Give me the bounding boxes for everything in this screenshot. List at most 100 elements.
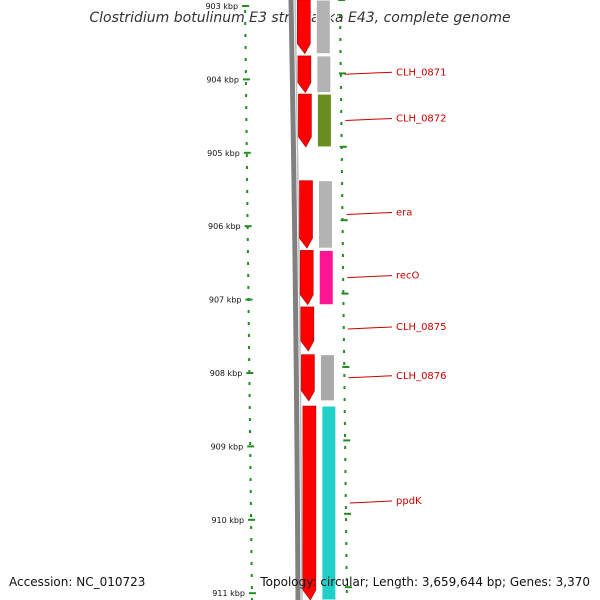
cog-block <box>319 354 335 402</box>
grid-dot <box>344 434 347 437</box>
grid-dot <box>244 22 247 25</box>
grid-dot <box>340 170 343 173</box>
grid-dot <box>247 334 250 337</box>
scale-tick <box>245 298 253 301</box>
gene-label-line <box>345 118 393 122</box>
gene-label-line <box>347 275 393 279</box>
grid-dot <box>248 358 251 361</box>
grid-dot <box>250 526 253 529</box>
gene-label-line <box>344 71 393 75</box>
grid-dot <box>249 442 252 445</box>
grid-dot <box>250 562 253 565</box>
grid-dot <box>246 226 249 229</box>
grid-dot <box>249 466 252 469</box>
tick-label: 911 kbp <box>212 589 245 598</box>
grid-dot <box>244 46 247 49</box>
grid-dot <box>246 214 249 217</box>
grid-dot <box>345 578 348 581</box>
grid-dot <box>343 386 346 389</box>
grid-dot <box>244 58 247 61</box>
gene-label-line <box>349 500 393 504</box>
grid-dot <box>341 182 344 185</box>
gene-label: CLH_0872 <box>396 114 447 125</box>
tick-label: 905 kbp <box>207 149 240 158</box>
gene-label-line <box>347 326 393 330</box>
backbone-inner-line <box>294 0 303 600</box>
grid-dot <box>250 586 253 589</box>
grid-dot <box>245 142 248 145</box>
scale-tick <box>339 145 347 148</box>
cds-arrow <box>300 306 315 352</box>
grid-dot <box>340 110 343 113</box>
grid-dot <box>244 70 247 73</box>
grid-dot <box>247 322 250 325</box>
tick-label: 906 kbp <box>208 222 241 231</box>
grid-dot <box>247 286 250 289</box>
grid-dot <box>339 38 342 41</box>
scale-tick <box>242 78 250 81</box>
grid-dot <box>245 106 248 109</box>
grid-dot <box>245 94 248 97</box>
grid-dot <box>250 550 253 553</box>
grid-dot <box>249 454 252 457</box>
grid-dot <box>345 590 348 593</box>
backbone-line <box>288 0 301 600</box>
grid-dot <box>341 230 344 233</box>
grid-dot <box>248 418 251 421</box>
grid-dot <box>344 518 347 521</box>
accession-text: Accession: NC_010723 <box>9 575 146 589</box>
grid-dot <box>341 194 344 197</box>
grid-dot <box>343 398 346 401</box>
grid-dot <box>245 118 248 121</box>
scale-tick <box>247 445 255 448</box>
cog-block <box>318 180 334 249</box>
gene-label: era <box>396 207 412 218</box>
grid-dot <box>244 82 247 85</box>
grid-dot <box>248 346 251 349</box>
grid-dot <box>339 14 342 17</box>
gene-label: CLH_0876 <box>396 371 447 382</box>
grid-dot <box>343 422 346 425</box>
grid-dot <box>247 310 250 313</box>
grid-dot <box>249 502 252 505</box>
grid-dot <box>341 254 344 257</box>
grid-dot <box>339 26 342 29</box>
grid-dot <box>344 494 347 497</box>
grid-dot <box>249 514 252 517</box>
scale-tick <box>248 592 256 595</box>
tick-label: 903 kbp <box>205 2 238 11</box>
scale-tick <box>344 586 352 589</box>
grid-dot <box>343 362 346 365</box>
grid-dot <box>245 166 248 169</box>
scale-tick <box>242 5 250 7</box>
cds-arrow <box>297 0 311 55</box>
grid-dot <box>250 598 253 600</box>
grid-dot <box>245 130 248 133</box>
grid-dot <box>342 290 345 293</box>
grid-dot <box>249 478 252 481</box>
scale-tick <box>340 219 348 222</box>
grid-dot <box>343 374 346 377</box>
grid-dot <box>344 482 347 485</box>
genome-summary-text: Topology: circular; Length: 3,659,644 bp… <box>260 575 590 589</box>
grid-dot <box>343 350 346 353</box>
grid-dot <box>344 458 347 461</box>
scale-tick <box>248 518 256 521</box>
cog-block <box>318 249 334 306</box>
grid-dot <box>345 566 348 569</box>
grid-dot <box>342 326 345 329</box>
scale-tick <box>246 372 254 374</box>
grid-dot <box>248 382 251 385</box>
grid-dot <box>339 86 342 89</box>
scale-tick <box>338 0 346 1</box>
scale-tick <box>344 512 352 515</box>
grid-dot <box>339 74 342 77</box>
scale-tick <box>244 225 252 228</box>
grid-dot <box>340 98 343 101</box>
scale-tick <box>341 292 349 295</box>
cds-arrow <box>297 55 312 94</box>
grid-dot <box>340 122 343 125</box>
grid-dot <box>247 262 250 265</box>
grid-dot <box>340 158 343 161</box>
